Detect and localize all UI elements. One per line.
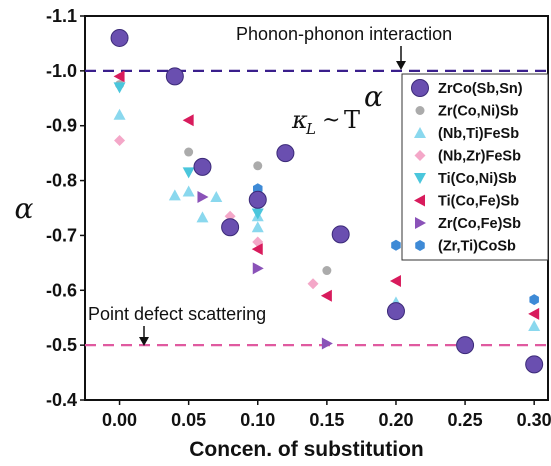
- data-point: [113, 108, 126, 120]
- x-tick-label: 0.20: [378, 410, 413, 430]
- formula-exponent: α: [364, 80, 383, 113]
- data-point: [113, 70, 125, 83]
- legend-box: [401, 73, 549, 261]
- data-point: [525, 355, 544, 374]
- legend-marker: [414, 194, 425, 207]
- legend-marker: [414, 173, 426, 184]
- x-tick-label: 0.15: [309, 410, 344, 430]
- data-point: [456, 336, 475, 355]
- formula-kappa: κ: [291, 106, 308, 134]
- data-point: [184, 147, 194, 157]
- data-point: [210, 191, 223, 203]
- axes: 0.00 0.05 0.10 0.15 0.20 0.25 0.30 -1.1 -1.0 -0.9…: [46, 6, 551, 430]
- x-tick-label: 0.05: [171, 410, 206, 430]
- data-point: [182, 185, 195, 197]
- data-point: [221, 218, 240, 237]
- data-point: [248, 190, 267, 209]
- series-6: [113, 70, 540, 320]
- legend-label: ZrCo(Sb,Sn): [438, 81, 523, 97]
- phonon-arrow-head: [396, 61, 406, 70]
- data-point: [389, 274, 401, 287]
- data-point: [196, 211, 209, 223]
- data-points: [110, 28, 544, 374]
- data-point: [110, 28, 129, 47]
- y-tick-label: -0.4: [46, 390, 77, 410]
- data-point: [331, 225, 350, 244]
- annotations: Phonon-phonon interaction Point defect sc…: [88, 24, 452, 346]
- y-tick-label: -0.6: [46, 280, 77, 300]
- y-tick-label: -1.1: [46, 6, 77, 26]
- data-point: [528, 307, 540, 320]
- series-5: [113, 82, 264, 220]
- legend-label: Zr(Co,Fe)Sb: [438, 216, 521, 232]
- data-point: [307, 278, 319, 290]
- formula-subscript: L: [305, 120, 316, 138]
- legend-marker: [415, 106, 425, 115]
- x-tick-label: 0.25: [448, 410, 483, 430]
- legend-label: (Zr,Ti)CoSb: [438, 239, 516, 255]
- phonon-annotation: Phonon-phonon interaction: [236, 24, 452, 44]
- data-point: [251, 208, 264, 220]
- legend-label: Ti(Co,Fe)Sb: [438, 194, 519, 210]
- data-point: [322, 266, 332, 276]
- data-point: [251, 221, 264, 233]
- data-point: [168, 189, 181, 201]
- x-tick-label: 0.30: [517, 410, 551, 430]
- data-point: [182, 114, 194, 127]
- series-7: [197, 191, 333, 350]
- data-point: [197, 191, 209, 204]
- y-axis-title: α: [15, 192, 34, 225]
- legend-label: (Nb,Zr)FeSb: [438, 149, 521, 165]
- legend-marker: [415, 240, 425, 251]
- series-8: [253, 183, 539, 306]
- y-tick-label: -0.8: [46, 171, 77, 191]
- y-tick-label: -0.9: [46, 116, 77, 136]
- axis-labels: Concen. of substitution α: [15, 192, 424, 461]
- legend-marker: [414, 127, 426, 138]
- x-tick-label: 0.10: [240, 410, 275, 430]
- legend: ZrCo(Sb,Sn) Zr(Co,Ni)Sb (Nb,Ti)FeSb (Nb,Zr)…: [401, 73, 549, 261]
- data-point: [529, 294, 539, 306]
- data-point: [276, 144, 295, 163]
- data-point: [386, 302, 405, 321]
- data-point: [251, 243, 263, 256]
- y-tick-label: -0.5: [46, 335, 77, 355]
- y-tick-label: -1.0: [46, 61, 77, 81]
- series-3: [113, 108, 541, 331]
- point-defect-arrow-head: [139, 337, 149, 346]
- data-point: [114, 135, 126, 147]
- data-point: [253, 161, 263, 171]
- legend-marker: [414, 150, 426, 161]
- legend-label: (Nb,Ti)FeSb: [438, 126, 519, 142]
- data-point: [113, 82, 126, 94]
- data-point: [321, 337, 333, 350]
- data-point: [528, 319, 541, 331]
- formula-tilde: ~: [322, 108, 340, 133]
- data-point: [182, 167, 195, 179]
- data-point: [165, 67, 184, 86]
- legend-marker: [411, 79, 429, 97]
- formula-T: T: [344, 106, 360, 134]
- series-1: [110, 28, 544, 374]
- x-tick-label: 0.00: [102, 410, 137, 430]
- data-point: [391, 239, 401, 251]
- legend-label: Zr(Co,Ni)Sb: [438, 104, 519, 120]
- data-point: [252, 262, 264, 275]
- data-point: [320, 289, 332, 302]
- point-defect-annotation: Point defect scattering: [88, 304, 266, 324]
- data-point: [193, 157, 212, 176]
- legend-label: Ti(Co,Ni)Sb: [438, 171, 517, 187]
- y-tick-label: -0.7: [46, 225, 77, 245]
- legend-marker: [415, 217, 426, 229]
- x-axis-title: Concen. of substitution: [189, 438, 423, 461]
